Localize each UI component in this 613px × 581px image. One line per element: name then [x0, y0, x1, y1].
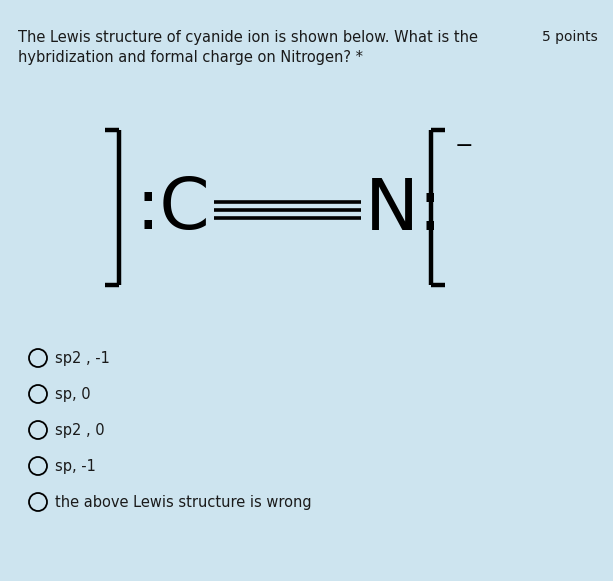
Text: −: −: [455, 136, 474, 156]
Text: sp2 , 0: sp2 , 0: [55, 422, 105, 437]
Text: the above Lewis structure is wrong: the above Lewis structure is wrong: [55, 494, 311, 510]
Text: sp, 0: sp, 0: [55, 386, 91, 401]
Text: hybridization and formal charge on Nitrogen? *: hybridization and formal charge on Nitro…: [18, 50, 363, 65]
Text: sp, -1: sp, -1: [55, 458, 96, 474]
Text: sp2 , -1: sp2 , -1: [55, 350, 110, 365]
Text: 5 points: 5 points: [543, 30, 598, 44]
Text: :C: :C: [135, 175, 210, 245]
Text: The Lewis structure of cyanide ion is shown below. What is the: The Lewis structure of cyanide ion is sh…: [18, 30, 478, 45]
Text: N:: N:: [365, 175, 443, 245]
